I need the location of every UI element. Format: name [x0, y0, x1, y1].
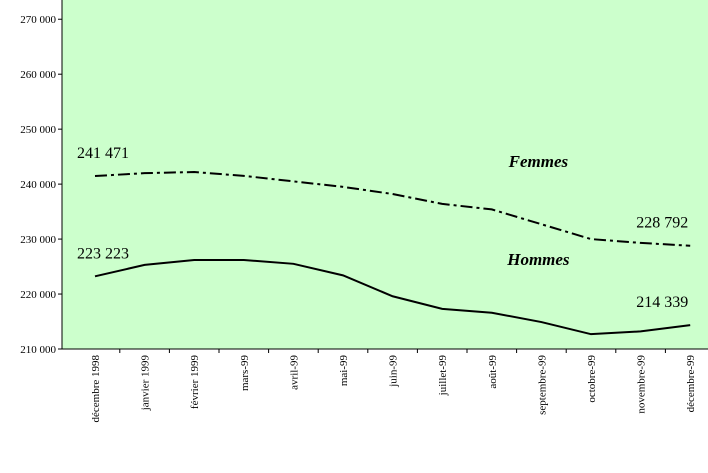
x-tick-label: décembre 1998: [90, 355, 102, 423]
x-tick-label: octobre-99: [586, 355, 598, 403]
value-label: 241 471: [77, 145, 129, 162]
series-name: Femmes: [508, 152, 569, 171]
x-tick-label: mars-99: [239, 355, 251, 392]
x-tick-label: février 1999: [189, 355, 201, 410]
value-label: 228 792: [636, 215, 688, 232]
x-tick-label: juin-99: [388, 355, 400, 388]
y-tick-label: 250 000: [20, 124, 56, 136]
y-tick-label: 260 000: [20, 69, 56, 81]
x-tick-label: septembre-99: [536, 355, 548, 415]
x-tick-label: juillet-99: [437, 355, 449, 397]
line-series: [94, 258, 691, 336]
series-name: Hommes: [506, 250, 570, 269]
x-tick-label: décembre-99: [685, 355, 697, 413]
x-tick-label: avril-99: [288, 355, 300, 390]
value-label: 214 339: [636, 294, 688, 311]
y-tick-label: 220 000: [20, 289, 56, 301]
x-tick-label: mai-99: [338, 355, 350, 387]
y-tick-label: 210 000: [20, 344, 56, 356]
y-tick-label: 270 000: [20, 14, 56, 26]
x-tick-label: janvier 1999: [140, 355, 152, 412]
x-tick-label: août-99: [487, 355, 499, 389]
line-series: [94, 171, 691, 247]
y-tick-label: 230 000: [20, 234, 56, 246]
plot-area: [62, 0, 708, 349]
value-label: 223 223: [77, 245, 129, 262]
y-tick-label: 240 000: [20, 179, 56, 191]
x-tick-label: novembre-99: [636, 355, 648, 414]
